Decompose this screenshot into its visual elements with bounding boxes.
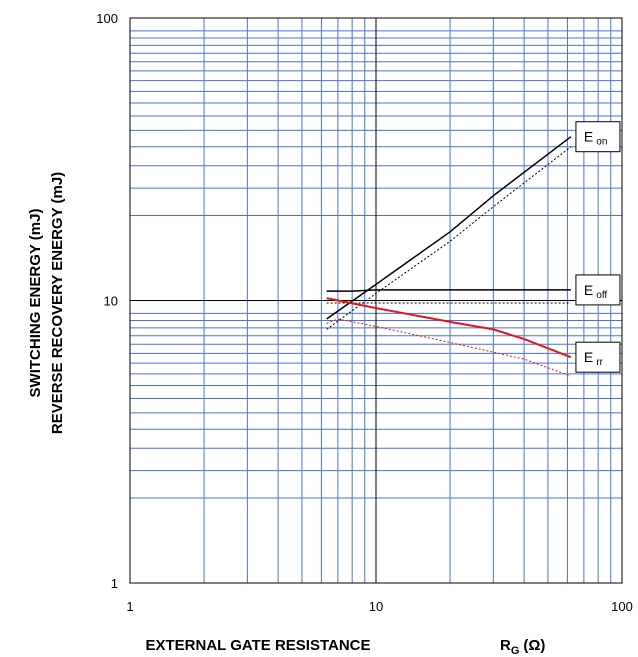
y-axis-label-line2: REVERSE RECOVERY ENERGY (mJ): [49, 172, 66, 434]
series-line: [326, 318, 572, 377]
y-tick-label: 100: [96, 11, 118, 26]
y-tick-label: 1: [111, 576, 118, 591]
plot-frame: [129, 17, 623, 584]
x-axis-title: EXTERNAL GATE RESISTANCE RG (Ω): [145, 637, 545, 657]
x-axis-symbol: RG (Ω): [500, 637, 545, 657]
x-axis-symbol-main: R: [500, 637, 511, 654]
x-tick-label: 10: [369, 599, 383, 614]
x-axis-label: EXTERNAL GATE RESISTANCE: [145, 637, 370, 654]
series-label-box: [575, 121, 621, 153]
series-line: [326, 297, 572, 359]
y-axis-label-line1: SWITCHING ENERGY (mJ): [27, 209, 44, 398]
x-tick-label: 100: [611, 599, 633, 614]
y-tick-label: 10: [104, 294, 118, 309]
series-label-box: [575, 274, 621, 306]
tick-labels: 1 10 100 1 10 100: [96, 11, 633, 614]
x-axis-unit: (Ω): [523, 637, 545, 654]
series-line: [326, 136, 572, 320]
series-layer: [326, 136, 572, 377]
grid: [130, 18, 622, 583]
series-line: [326, 289, 571, 292]
series-label-box: [575, 341, 621, 373]
series-line: [326, 146, 572, 330]
x-tick-label: 1: [126, 599, 133, 614]
x-axis-symbol-sub: G: [511, 645, 520, 657]
y-axis-title: SWITCHING ENERGY (mJ) REVERSE RECOVERY E…: [27, 172, 66, 434]
